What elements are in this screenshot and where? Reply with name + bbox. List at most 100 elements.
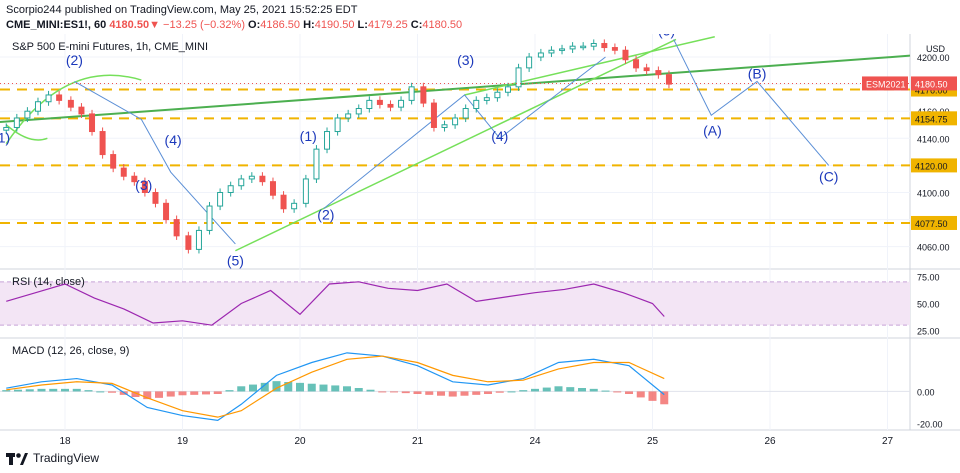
candle-body xyxy=(526,56,533,69)
close-label: C: xyxy=(410,19,423,31)
wave-label: (3) xyxy=(457,52,474,68)
open-value: 4186.50 xyxy=(260,19,301,31)
macd-histogram-bar xyxy=(272,381,281,392)
wave-path-down xyxy=(74,80,236,245)
candle-body xyxy=(622,49,629,61)
candle-body xyxy=(269,181,276,196)
macd-histogram-bar xyxy=(213,391,222,394)
macd-histogram-bar xyxy=(495,391,504,393)
macd-histogram-bar xyxy=(425,391,434,395)
macd-histogram-bar xyxy=(354,388,363,392)
candle-body xyxy=(217,191,224,207)
wave-label: (5) xyxy=(227,253,244,269)
candle-body xyxy=(366,99,373,110)
candle-body xyxy=(473,99,480,110)
price-tick-label: 4200.00 xyxy=(917,53,950,63)
time-tick-label: 25 xyxy=(647,436,659,446)
wave-label: (5) xyxy=(658,34,675,38)
signal-line xyxy=(6,355,665,418)
open-label: O: xyxy=(248,19,261,31)
rsi-tick-label: 25.00 xyxy=(917,327,940,337)
high-value: 4190.50 xyxy=(314,19,355,31)
candle-body xyxy=(141,181,148,193)
symbol-tag-label: ESM2021 xyxy=(866,79,906,89)
candle-body xyxy=(248,175,255,180)
rsi-title: RSI (14, close) xyxy=(12,276,85,288)
candle-body xyxy=(89,113,96,133)
candle-body xyxy=(559,48,566,51)
candle-body xyxy=(633,59,640,69)
low-label: L: xyxy=(357,19,368,31)
price-tick-label: 4060.00 xyxy=(917,243,950,253)
level-price-tag xyxy=(911,111,957,126)
macd-histogram-bar xyxy=(202,391,210,395)
arc-top xyxy=(5,74,142,145)
macd-histogram-bar xyxy=(507,391,516,393)
candle-body xyxy=(376,99,383,105)
wave-label: (A) xyxy=(703,123,722,139)
candle-body xyxy=(504,86,511,93)
macd-histogram-bar xyxy=(284,382,293,392)
macd-tick-label: 0.00 xyxy=(917,387,935,397)
macd-histogram-bar xyxy=(72,388,81,392)
candle-body xyxy=(408,86,415,101)
time-tick-label: 26 xyxy=(764,436,776,446)
macd-histogram-bar xyxy=(542,387,551,392)
candle-body xyxy=(643,67,650,72)
macd-histogram-bar xyxy=(366,389,375,392)
time-tick-label: 18 xyxy=(59,436,71,446)
macd-histogram-bar xyxy=(37,388,46,392)
macd-histogram-bar xyxy=(237,386,246,392)
candle-body xyxy=(259,175,266,183)
macd-histogram-bar xyxy=(25,389,34,392)
candle-body xyxy=(67,99,74,108)
macd-histogram-bar xyxy=(472,391,481,395)
macd-histogram-bar xyxy=(566,387,575,392)
wedge-lower-line xyxy=(235,38,677,252)
wave-projection xyxy=(673,39,830,166)
candle-body xyxy=(611,47,618,51)
price-change: −13.25 (−0.32%) xyxy=(163,19,245,31)
macd-histogram-bar xyxy=(460,391,469,396)
candle-body xyxy=(110,154,117,169)
candle-body xyxy=(324,131,331,150)
candle-body xyxy=(580,45,587,49)
time-tick-label: 19 xyxy=(177,436,189,446)
trading-chart[interactable]: 4060.004080.004100.004120.004140.004160.… xyxy=(0,34,960,446)
rsi-tick-label: 75.00 xyxy=(917,272,940,282)
footer-brand: TradingView xyxy=(33,451,100,465)
macd-histogram-bar xyxy=(190,391,199,395)
candle-body xyxy=(120,167,127,177)
candle-body xyxy=(13,117,20,128)
macd-histogram-bar xyxy=(448,391,457,397)
candle-body xyxy=(280,194,287,210)
macd-histogram-bar xyxy=(484,391,492,394)
candle-body xyxy=(569,45,576,50)
candle-body xyxy=(173,219,180,237)
wave-label: (4) xyxy=(165,132,182,148)
symbol-label: CME_MINI:ES1!, 60 xyxy=(6,19,107,31)
macd-histogram-bar xyxy=(660,391,669,405)
candle-body xyxy=(56,94,63,101)
chart-title: S&P 500 E-mini Futures, 1h, CME_MINI xyxy=(12,41,208,53)
candle-body xyxy=(601,42,608,49)
macd-histogram-bar xyxy=(155,391,163,398)
macd-histogram-bar xyxy=(108,391,116,393)
macd-histogram-bar xyxy=(307,383,316,392)
candle-body xyxy=(302,178,309,204)
macd-histogram-bar xyxy=(613,391,622,393)
wave-label: 1) xyxy=(0,129,10,145)
price-tick-label: 4100.00 xyxy=(917,188,950,198)
macd-line xyxy=(6,352,665,421)
candle-body xyxy=(515,67,522,88)
macd-histogram-bar xyxy=(296,382,304,392)
candle-body xyxy=(590,42,597,47)
time-tick-label: 24 xyxy=(529,436,541,446)
candle-body xyxy=(206,205,213,231)
macd-histogram-bar xyxy=(437,391,445,396)
candle-body xyxy=(494,91,501,99)
macd-histogram-bar xyxy=(589,388,598,392)
wedge-upper-line xyxy=(464,35,715,96)
footer: TradingView xyxy=(6,451,99,465)
wave-label: (3) xyxy=(135,177,152,193)
